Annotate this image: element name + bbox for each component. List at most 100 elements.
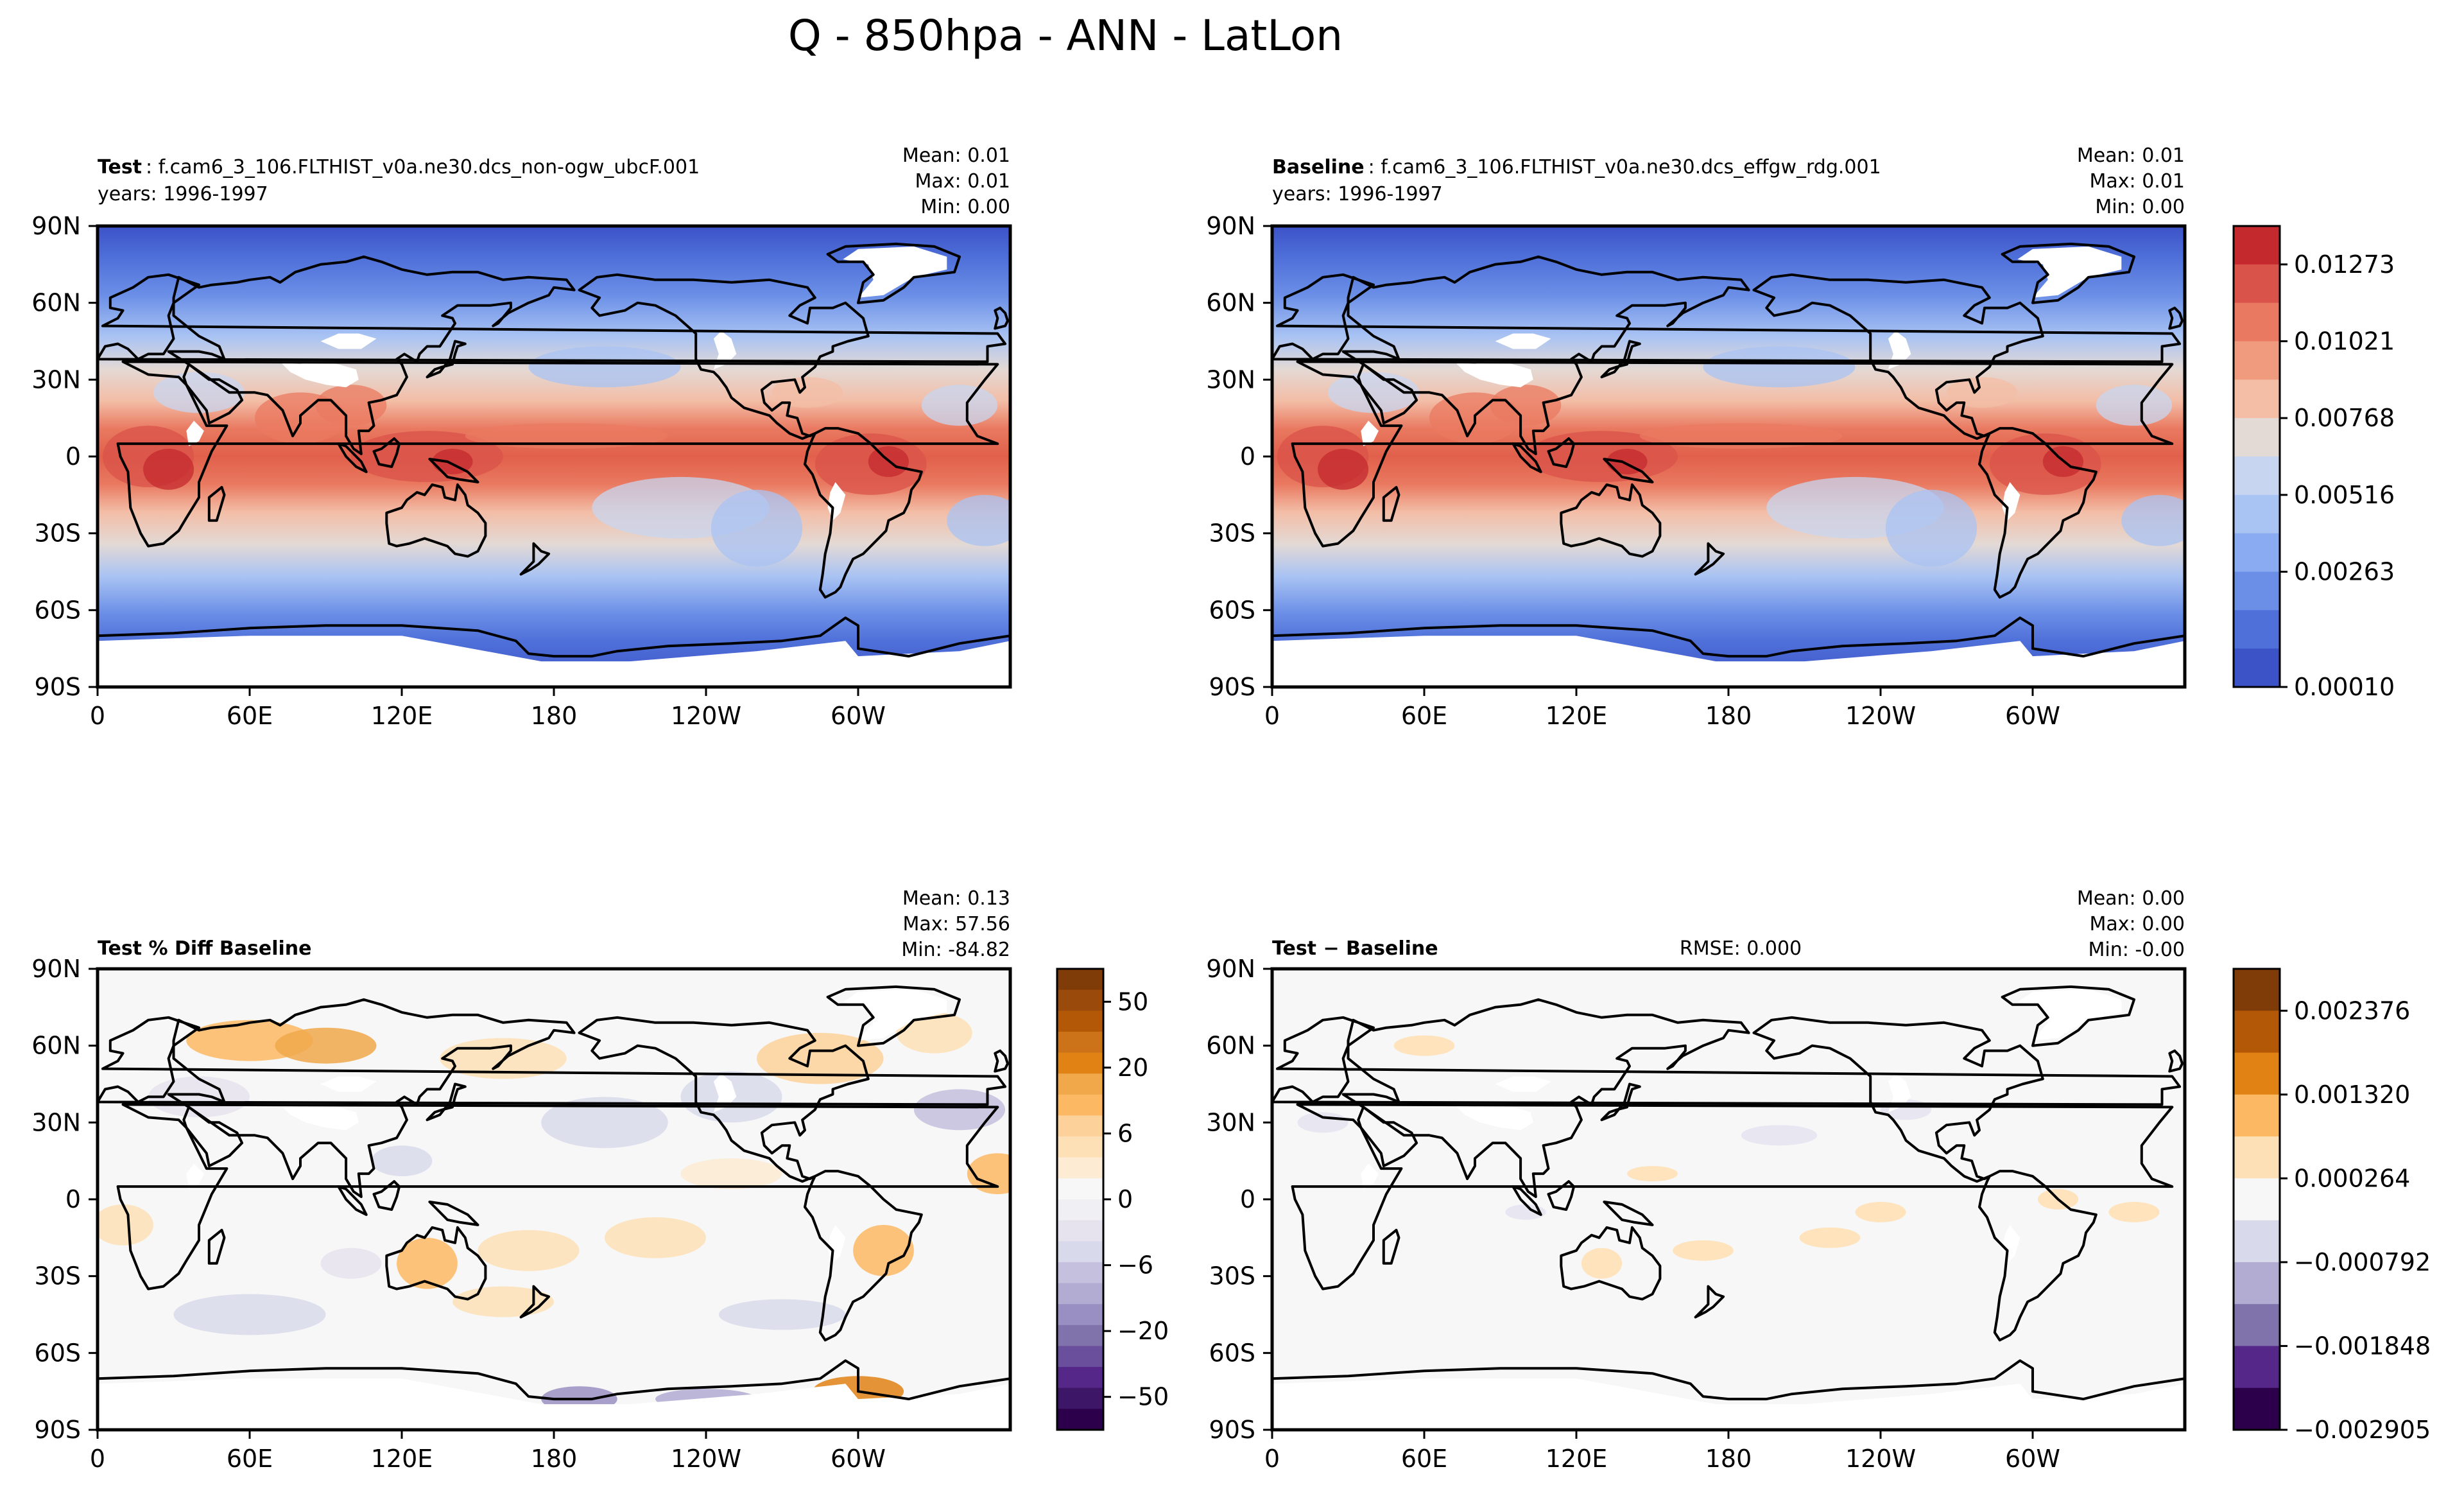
panel-title: Test % Diff Baseline [98, 937, 312, 960]
absdiff-cell-9 [1855, 1201, 1906, 1222]
map-pct_diff: 0 60E 120E 180 120W 60W 90N 60N 30N 0 30S 60S 90S [31, 955, 1012, 1473]
absdiff-cell-5 [1673, 1240, 1734, 1261]
colorbar-level [2234, 1136, 2280, 1179]
colorbar-level [2234, 1011, 2280, 1054]
coast-sumatra [337, 442, 368, 473]
colorbar-level [1057, 1387, 1103, 1409]
coast-madagascar [207, 485, 226, 522]
x-tick-label: 60W [2005, 1445, 2060, 1473]
missing-greenland-ice [2017, 989, 2122, 1041]
coast-madagascar [207, 1228, 226, 1265]
stat-line: Max: 0.00 [2090, 913, 2185, 935]
humidity-cell-13 [1703, 346, 1856, 388]
pctdiff-cell-6 [541, 1097, 668, 1149]
coast-antarctica [98, 1359, 1010, 1430]
colorbar-label: 0.000264 [2294, 1164, 2410, 1192]
humidity-cell-9 [1639, 423, 1843, 449]
colorbar-level [1057, 1052, 1103, 1074]
pctdiff-cell-21 [967, 1153, 1010, 1195]
coast-uk [994, 306, 1009, 330]
y-tick-label: 90S [1209, 673, 1255, 701]
colorbar-level [1057, 1115, 1103, 1137]
coast-nz [519, 1285, 551, 1319]
humidity-cell-1 [1318, 449, 1369, 490]
y-tick-label: 60N [1206, 1032, 1255, 1060]
colorbar-level [1057, 1241, 1103, 1263]
panel-title-bold: Test − Baseline [1272, 937, 1438, 960]
panel-title: Test: f.cam6_3_106.FLTHIST_v0a.ne30.dcs_… [98, 156, 700, 178]
y-tick-label: 90N [31, 212, 81, 240]
missing-ethiopia [1361, 421, 1379, 446]
y-tick-label: 60N [1206, 289, 1255, 317]
colorbar-level [2234, 456, 2280, 496]
y-tick-label: 30N [31, 365, 81, 394]
map-field [98, 969, 1010, 1430]
pctdiff-cell-5 [148, 1076, 250, 1118]
x-tick-label: 180 [531, 702, 578, 730]
y-tick-label: 90S [35, 673, 81, 701]
absdiff-cell-6 [1799, 1227, 1861, 1248]
colorbar-level [1057, 1367, 1103, 1389]
pctdiff-cell-12 [853, 1224, 914, 1276]
colorbar-level [1057, 1283, 1103, 1305]
x-tick-label: 60E [1401, 1445, 1447, 1473]
colorbar-label: 0.002376 [2294, 996, 2410, 1025]
map-abs_diff: 0 60E 120E 180 120W 60W 90N 60N 30N 0 30S 60S 90S [1206, 955, 2187, 1473]
missing-mongolia [320, 333, 377, 349]
panel-title-bold: Test [98, 156, 142, 178]
missing-mongolia [320, 1076, 377, 1092]
coast-nz [1694, 1285, 1725, 1319]
coast-namerica [1752, 1016, 2044, 1183]
coast-nz [1694, 542, 1725, 576]
humidity-cell-11 [1885, 489, 1977, 567]
coast-newguinea [1603, 458, 1654, 483]
colorbar-level [1057, 969, 1103, 991]
x-tick-label: 60E [1401, 702, 1447, 730]
colorbar-label: 0.00768 [2294, 404, 2395, 432]
y-tick-label: 0 [65, 442, 81, 471]
pctdiff-cell-3 [757, 1032, 884, 1084]
colorbar-level [1057, 1346, 1103, 1368]
colorbar-level [2234, 969, 2280, 1011]
y-tick-label: 30N [1206, 1108, 1255, 1136]
missing-tibet [280, 359, 359, 388]
y-tick-label: 90N [1206, 212, 1255, 240]
rmse-label: RMSE: 0.000 [1680, 937, 1802, 960]
stat-line: Mean: 0.01 [2077, 144, 2185, 167]
colorbar-label: −0.002905 [2294, 1416, 2431, 1444]
colorbar-level [1057, 1157, 1103, 1179]
coast-borneo [372, 437, 401, 468]
panel-title-bold: Test % Diff Baseline [98, 937, 312, 960]
colorbar-level [1057, 1094, 1103, 1116]
colorbar-level [2234, 379, 2280, 419]
absdiff-cell-2 [1741, 1125, 1818, 1146]
pctdiff-cell-13 [173, 1294, 326, 1335]
colorbar-label: 50 [1117, 987, 1148, 1016]
humidity-cell-15 [2096, 385, 2173, 426]
missing-ethiopia [186, 1163, 204, 1189]
coast-borneo [1547, 1180, 1576, 1211]
panel-subtitle: years: 1996-1997 [98, 183, 268, 205]
panel-title-rest: : f.cam6_3_106.FLTHIST_v0a.ne30.dcs_non-… [146, 156, 700, 178]
humidity-cell-7 [315, 385, 387, 426]
colorbar-level [2234, 1304, 2280, 1347]
coast-greenland [826, 985, 961, 1047]
colorbar-level [2234, 648, 2280, 688]
colorbar-label: 20 [1117, 1054, 1148, 1082]
colorbar-level [1057, 1178, 1103, 1200]
absdiff-cell-10 [1505, 1204, 1546, 1220]
colorbar-pct_diff: 50 20 6 0 −6 −20 −50 [1056, 968, 1169, 1431]
colorbar-level [1057, 1199, 1103, 1221]
missing-greenland-ice [843, 989, 947, 1041]
humidity-cell-7 [1490, 385, 1562, 426]
absdiff-cell-8 [2108, 1201, 2160, 1222]
colorbar-label: 0.00516 [2294, 481, 2395, 509]
x-tick-label: 120E [1546, 702, 1608, 730]
coast-borneo [372, 1180, 401, 1211]
colorbar-level [1057, 1011, 1103, 1032]
y-tick-label: 60S [1209, 1339, 1255, 1367]
map-baseline: 0 60E 120E 180 120W 60W 90N 60N 30N 0 30S 60S 90S [1206, 212, 2187, 730]
coast-sumatra [1512, 1185, 1542, 1216]
pctdiff-cell-15 [718, 1299, 846, 1330]
x-tick-label: 120W [671, 1445, 741, 1473]
